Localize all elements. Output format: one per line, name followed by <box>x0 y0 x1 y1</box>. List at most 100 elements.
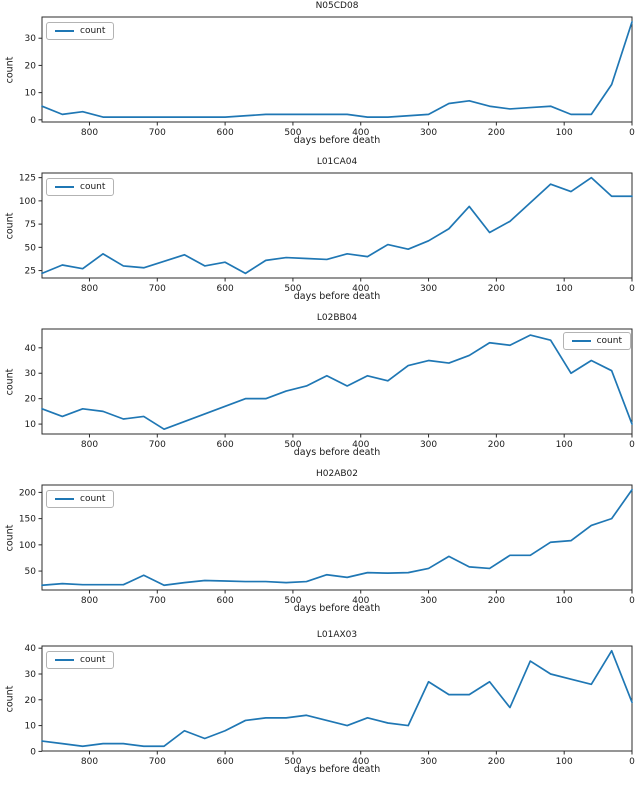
svg-text:100: 100 <box>556 128 573 138</box>
svg-text:20: 20 <box>25 395 37 405</box>
legend: count <box>46 22 115 40</box>
chart-h02ab02: H02AB02 count 800 700 600 500 400 300 200 100 0 5… <box>0 468 640 624</box>
chart-title: N05CD08 <box>315 1 359 11</box>
svg-text:30: 30 <box>25 670 37 680</box>
chart-l01ax03: L01AX03 count 800 700 600 500 400 300 200 100 0 0… <box>0 629 640 783</box>
chart-title: L02BB04 <box>316 313 358 323</box>
svg-text:200: 200 <box>488 596 505 606</box>
chart-title: L01CA04 <box>316 157 358 167</box>
svg-text:50: 50 <box>25 243 37 253</box>
x-axis-label: days before death <box>293 764 381 775</box>
plot-area: 800 700 600 500 400 300 200 100 0 25 50 75 100 125 <box>19 172 635 294</box>
svg-text:10: 10 <box>25 722 37 732</box>
plot-area: 800 700 600 500 400 300 200 100 0 0 10 20 30 40 <box>25 644 636 767</box>
svg-text:150: 150 <box>19 515 36 525</box>
svg-text:100: 100 <box>19 541 36 551</box>
legend: count <box>46 490 115 508</box>
svg-text:0: 0 <box>629 128 635 138</box>
svg-text:800: 800 <box>81 757 98 767</box>
svg-text:500: 500 <box>284 757 301 767</box>
svg-text:400: 400 <box>352 284 369 294</box>
svg-text:20: 20 <box>25 61 37 71</box>
svg-text:500: 500 <box>284 440 301 450</box>
svg-text:500: 500 <box>284 284 301 294</box>
svg-text:300: 300 <box>420 284 437 294</box>
svg-text:25: 25 <box>25 267 36 277</box>
svg-text:800: 800 <box>81 596 98 606</box>
svg-text:600: 600 <box>217 128 234 138</box>
svg-text:600: 600 <box>217 757 234 767</box>
legend-line-sample <box>571 340 591 342</box>
plot-area: 800 700 600 500 400 300 200 100 0 10 20 30 40 <box>25 328 635 450</box>
svg-text:600: 600 <box>217 596 234 606</box>
svg-text:700: 700 <box>149 284 166 294</box>
svg-text:500: 500 <box>284 128 301 138</box>
x-axis-label: days before death <box>293 135 381 146</box>
svg-text:50: 50 <box>25 567 37 577</box>
plot-area: 800 700 600 500 400 300 200 100 0 50 100 150 200 <box>19 484 635 606</box>
legend: count <box>46 178 115 196</box>
svg-text:0: 0 <box>629 596 635 606</box>
svg-text:0: 0 <box>629 757 635 767</box>
svg-text:0: 0 <box>629 440 635 450</box>
svg-text:700: 700 <box>149 128 166 138</box>
svg-text:100: 100 <box>556 440 573 450</box>
chart-l02bb04: L02BB04 count 800 700 600 500 400 300 200 100 0 1… <box>0 312 640 468</box>
svg-text:800: 800 <box>81 128 98 138</box>
x-axis-label: days before death <box>293 603 381 614</box>
svg-text:30: 30 <box>25 34 37 44</box>
legend-line-sample <box>55 659 74 661</box>
svg-text:400: 400 <box>352 596 369 606</box>
legend-label: count <box>80 494 106 504</box>
svg-text:300: 300 <box>420 128 437 138</box>
legend: count <box>562 332 631 350</box>
svg-text:20: 20 <box>25 696 37 706</box>
svg-text:700: 700 <box>149 757 166 767</box>
svg-text:100: 100 <box>556 596 573 606</box>
legend-label: count <box>80 26 106 36</box>
x-axis-label: days before death <box>293 291 381 302</box>
svg-text:800: 800 <box>81 284 98 294</box>
svg-text:200: 200 <box>488 440 505 450</box>
svg-text:200: 200 <box>488 284 505 294</box>
plot-area: 800 700 600 500 400 300 200 100 0 0 10 20 30 <box>25 16 635 138</box>
chart-title: H02AB02 <box>315 469 358 479</box>
legend-label: count <box>596 336 622 346</box>
svg-text:30: 30 <box>25 369 37 379</box>
svg-text:200: 200 <box>488 757 505 767</box>
svg-text:600: 600 <box>217 440 234 450</box>
svg-text:500: 500 <box>284 596 301 606</box>
chart-title: L01AX03 <box>316 630 358 640</box>
chart-n05cd08: N05CD08 count 800 700 600 500 400 300 200 100 0 0… <box>0 0 640 156</box>
svg-text:200: 200 <box>488 128 505 138</box>
svg-text:40: 40 <box>25 644 37 654</box>
legend-line-sample <box>55 30 74 32</box>
svg-text:10: 10 <box>25 89 37 99</box>
svg-text:400: 400 <box>352 757 369 767</box>
svg-text:200: 200 <box>19 488 36 498</box>
svg-text:600: 600 <box>217 284 234 294</box>
legend-label: count <box>80 182 106 192</box>
svg-text:0: 0 <box>629 284 635 294</box>
svg-text:300: 300 <box>420 757 437 767</box>
svg-text:75: 75 <box>25 220 36 230</box>
legend-line-sample <box>55 186 74 188</box>
svg-text:700: 700 <box>149 596 166 606</box>
svg-text:40: 40 <box>25 344 37 354</box>
legend: count <box>46 651 115 669</box>
svg-text:400: 400 <box>352 128 369 138</box>
svg-text:0: 0 <box>30 747 36 757</box>
svg-text:10: 10 <box>25 420 37 430</box>
svg-text:100: 100 <box>556 757 573 767</box>
svg-text:300: 300 <box>420 596 437 606</box>
svg-text:800: 800 <box>81 440 98 450</box>
svg-text:100: 100 <box>556 284 573 294</box>
legend-line-sample <box>55 498 74 500</box>
svg-text:100: 100 <box>19 197 36 207</box>
chart-l01ca04: L01CA04 count 800 700 600 500 400 300 200 100 0 2… <box>0 156 640 312</box>
svg-text:700: 700 <box>149 440 166 450</box>
svg-text:0: 0 <box>30 116 36 126</box>
svg-text:400: 400 <box>352 440 369 450</box>
svg-text:300: 300 <box>420 440 437 450</box>
